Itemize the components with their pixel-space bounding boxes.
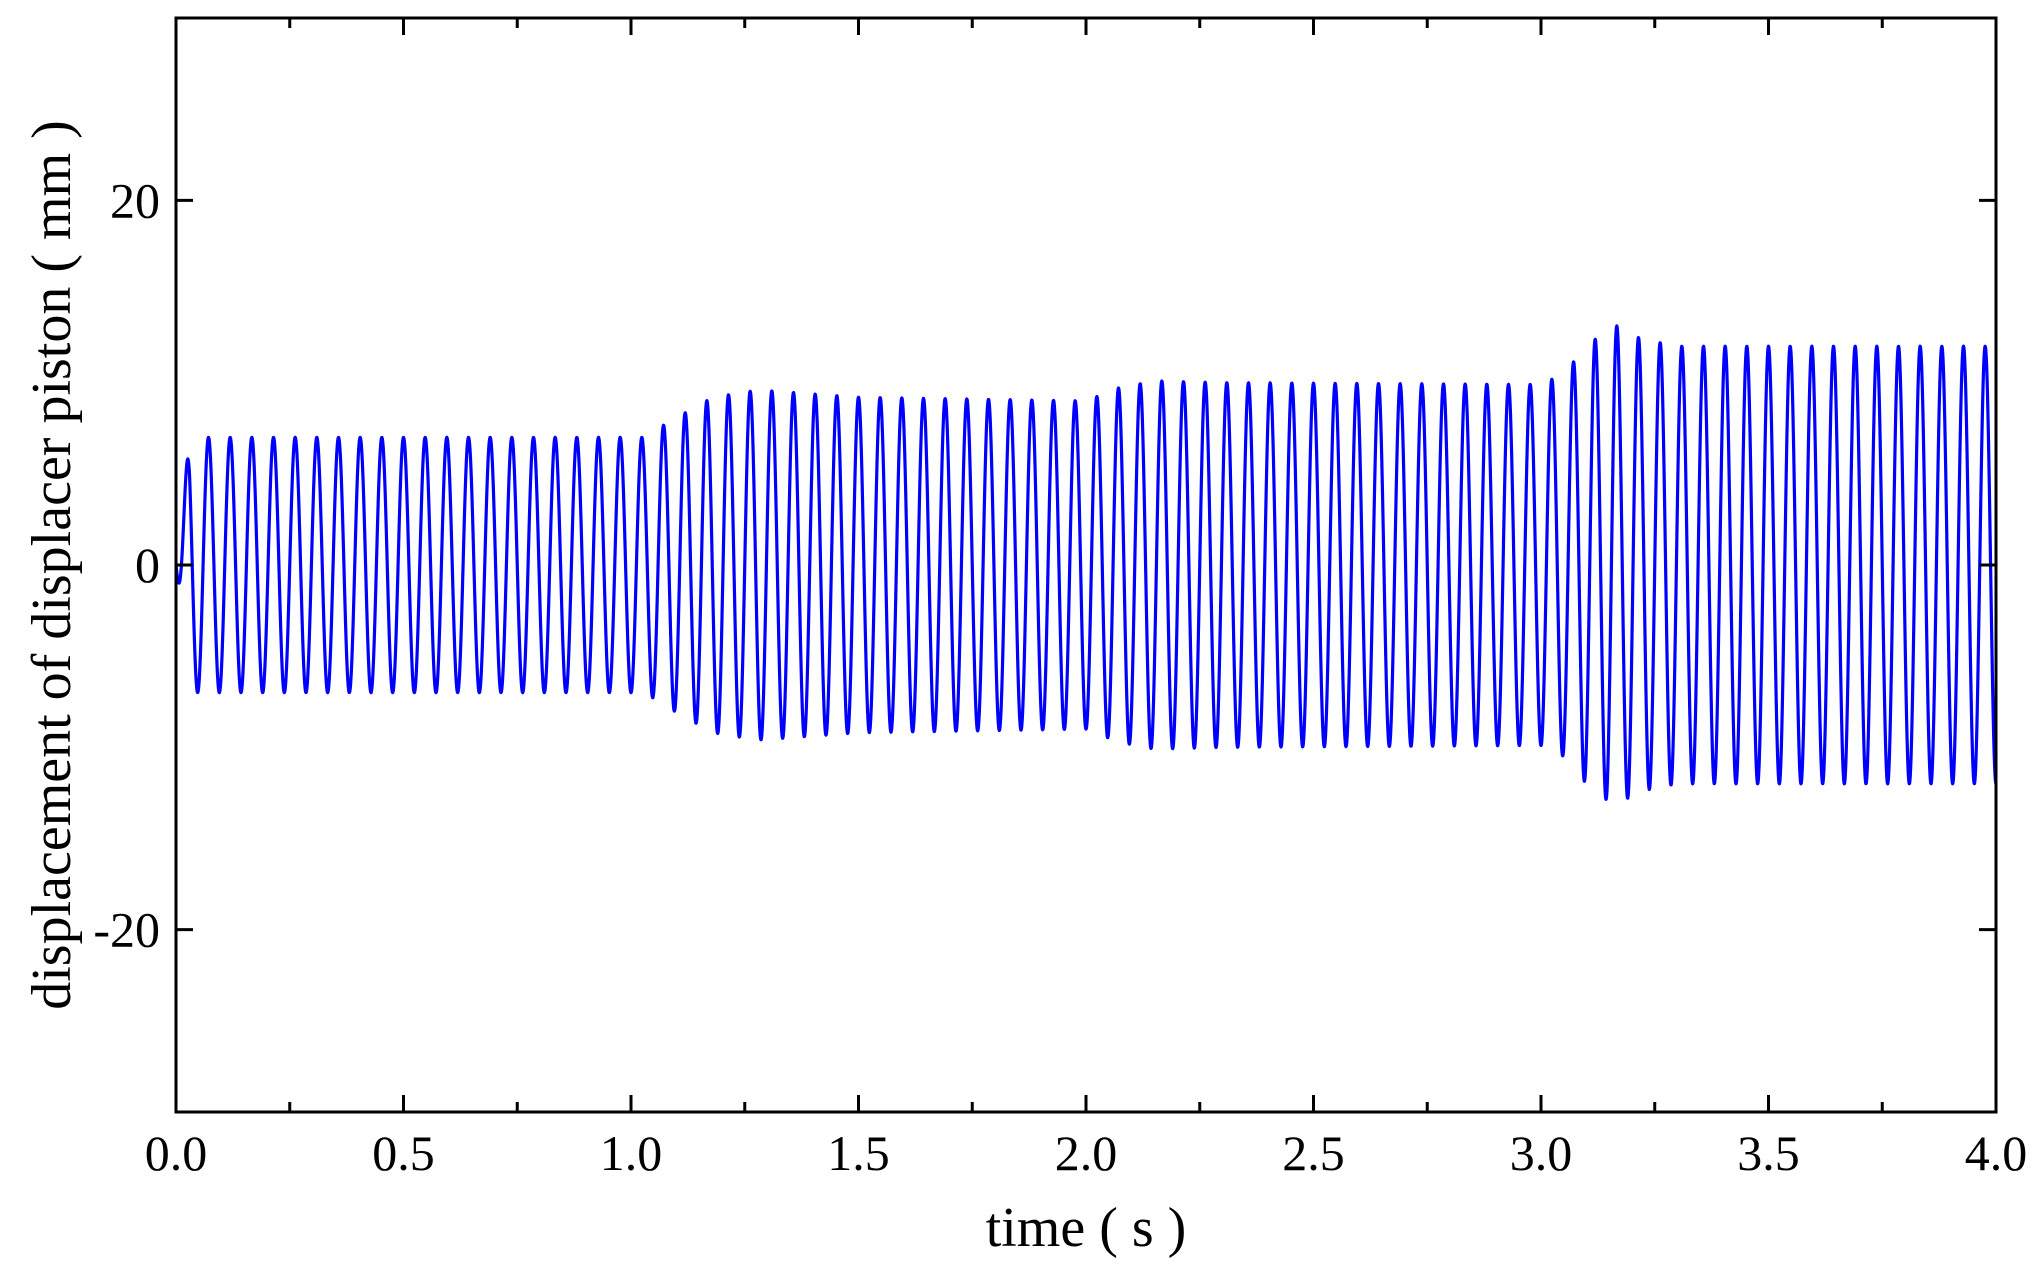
y-tick-label: -20 <box>93 902 160 958</box>
y-tick-labels: -20 0 20 <box>93 172 160 957</box>
x-tick-label: 0.5 <box>372 1125 435 1181</box>
y-axis-label: displacement of displacer piston ( mm ) <box>21 120 83 1010</box>
y-tick-label: 0 <box>135 537 160 593</box>
ticks-layer <box>174 18 1998 1112</box>
displacement-series-line <box>174 324 1998 801</box>
x-tick-label: 1.0 <box>600 1125 663 1181</box>
series-layer <box>174 324 1998 801</box>
x-tick-labels: 0.0 0.5 1.0 1.5 2.0 2.5 3.0 3.5 4.0 <box>145 1125 2028 1181</box>
x-tick-label: 4.0 <box>1965 1125 2028 1181</box>
x-tick-label: 3.0 <box>1510 1125 1573 1181</box>
x-tick-label: 2.5 <box>1282 1125 1345 1181</box>
plot-frame <box>174 16 1998 1114</box>
x-tick-label: 2.0 <box>1055 1125 1118 1181</box>
x-tick-label: 0.0 <box>145 1125 208 1181</box>
x-axis-label: time ( s ) <box>986 1197 1187 1259</box>
x-tick-label: 3.5 <box>1737 1125 1800 1181</box>
x-tick-label: 1.5 <box>827 1125 890 1181</box>
y-tick-label: 20 <box>110 172 160 228</box>
